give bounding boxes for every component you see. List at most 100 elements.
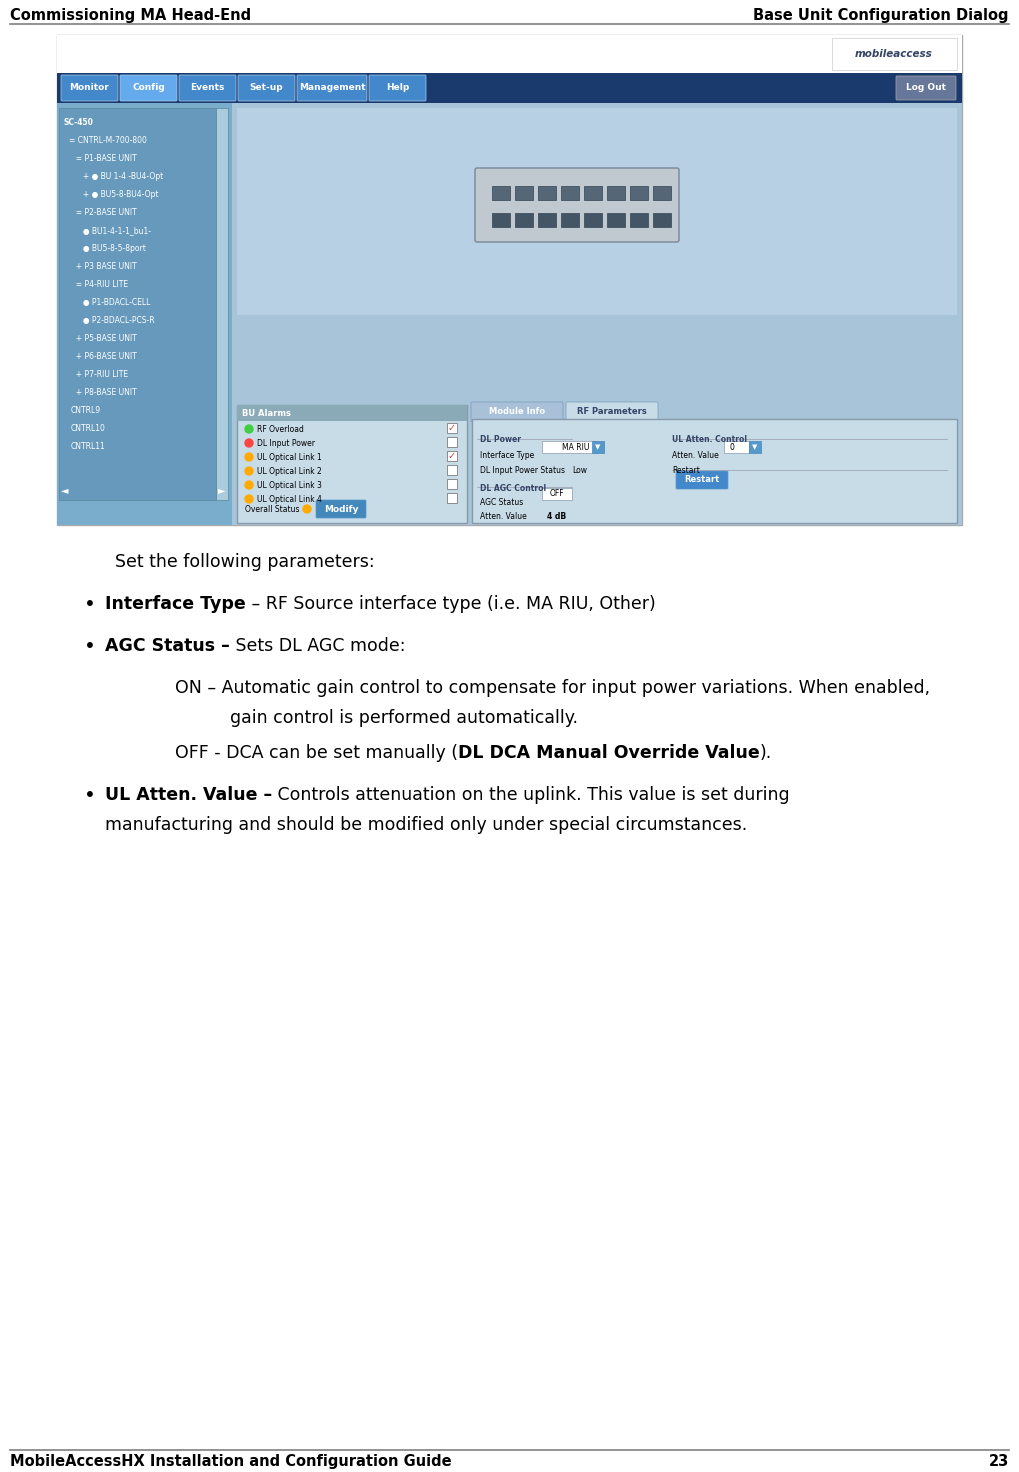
Bar [630, 185, 648, 200]
Text: Sets DL AGC mode:: Sets DL AGC mode: [229, 637, 406, 655]
Text: UL Optical Link 1: UL Optical Link 1 [257, 452, 322, 462]
Text: gain control is performed automatically.: gain control is performed automatically. [230, 710, 578, 727]
Bar [59, 107, 216, 500]
Text: + P8-BASE UNIT: + P8-BASE UNIT [71, 389, 137, 397]
FancyBboxPatch shape [566, 402, 658, 422]
Text: ✓: ✓ [448, 422, 457, 433]
Bar [607, 213, 625, 227]
Text: MA RIU: MA RIU [562, 443, 589, 452]
FancyBboxPatch shape [896, 77, 956, 100]
Text: 0: 0 [730, 443, 735, 452]
Text: CNTRL9: CNTRL9 [71, 406, 101, 415]
Text: UL Optical Link 3: UL Optical Link 3 [257, 480, 322, 490]
Text: = P1-BASE UNIT: = P1-BASE UNIT [71, 155, 137, 163]
Text: DL AGC Control: DL AGC Control [480, 484, 546, 493]
Bar [538, 185, 556, 200]
Text: ▼: ▼ [595, 445, 600, 450]
Bar [472, 420, 957, 523]
Bar [237, 405, 467, 523]
FancyBboxPatch shape [542, 442, 597, 453]
Text: OFF: OFF [549, 490, 565, 499]
FancyBboxPatch shape [120, 75, 177, 102]
Text: Modify: Modify [324, 505, 359, 514]
Text: Atten. Value: Atten. Value [480, 512, 527, 521]
Text: DL Power: DL Power [480, 436, 521, 445]
Text: •: • [84, 637, 96, 657]
Text: = CNTRL-M-700-800: = CNTRL-M-700-800 [69, 135, 147, 146]
Text: OFF - DCA can be set manually (: OFF - DCA can be set manually ( [175, 743, 458, 762]
Text: UL Atten. Control: UL Atten. Control [672, 436, 747, 445]
Bar [447, 437, 457, 447]
Text: RF Overload: RF Overload [257, 424, 304, 433]
Text: 4 dB: 4 dB [547, 512, 567, 521]
FancyBboxPatch shape [316, 500, 366, 518]
Bar [542, 489, 572, 500]
Text: UL Atten. Value –: UL Atten. Value – [105, 786, 272, 804]
Text: AGC Status –: AGC Status – [105, 637, 229, 655]
Text: •: • [84, 595, 96, 614]
Text: Set the following parameters:: Set the following parameters: [115, 553, 375, 571]
Bar [57, 35, 962, 526]
Bar [447, 465, 457, 475]
Text: Low: Low [572, 467, 587, 475]
Circle shape [245, 439, 253, 447]
Bar [237, 107, 957, 315]
Bar [561, 185, 579, 200]
Text: Atten. Value: Atten. Value [672, 450, 718, 459]
Text: RF Parameters: RF Parameters [577, 408, 647, 417]
Text: 23: 23 [988, 1454, 1009, 1469]
Text: DL Input Power: DL Input Power [257, 439, 315, 447]
Text: ✓: ✓ [448, 450, 457, 461]
Bar [447, 478, 457, 489]
Text: Config: Config [132, 84, 165, 93]
Text: UL Optical Link 2: UL Optical Link 2 [257, 467, 322, 475]
Text: •: • [84, 786, 96, 805]
Text: Events: Events [191, 84, 224, 93]
Bar [725, 442, 749, 453]
FancyBboxPatch shape [475, 168, 679, 241]
Text: AGC Status: AGC Status [480, 498, 523, 506]
Text: ● BU5-8-5-8port: ● BU5-8-5-8port [71, 244, 146, 253]
Bar [538, 213, 556, 227]
Bar [592, 442, 604, 453]
Text: CNTRL10: CNTRL10 [71, 424, 106, 433]
Text: manufacturing and should be modified only under special circumstances.: manufacturing and should be modified onl… [105, 815, 747, 835]
Text: mobileaccess: mobileaccess [855, 49, 932, 59]
Bar [447, 422, 457, 433]
Text: DL Input Power Status: DL Input Power Status [480, 467, 565, 475]
Text: Interface Type: Interface Type [480, 450, 534, 459]
Bar [561, 213, 579, 227]
Text: Module Info: Module Info [489, 408, 545, 417]
Text: + P5-BASE UNIT: + P5-BASE UNIT [71, 334, 137, 343]
Bar [653, 185, 671, 200]
FancyBboxPatch shape [179, 75, 236, 102]
Bar [749, 442, 761, 453]
Text: Restart: Restart [672, 467, 700, 475]
Bar [630, 213, 648, 227]
Text: ).: ). [760, 743, 772, 762]
Circle shape [245, 481, 253, 489]
Circle shape [303, 505, 311, 514]
Text: + ● BU5-8-BU4-Opt: + ● BU5-8-BU4-Opt [71, 190, 159, 199]
Bar [57, 35, 962, 74]
Text: – RF Source interface type (i.e. MA RIU, Other): – RF Source interface type (i.e. MA RIU,… [246, 595, 655, 612]
Circle shape [245, 453, 253, 461]
Text: Management: Management [299, 84, 366, 93]
Bar [584, 213, 602, 227]
Text: Monitor: Monitor [69, 84, 109, 93]
Text: DL DCA Manual Override Value: DL DCA Manual Override Value [458, 743, 760, 762]
Circle shape [245, 425, 253, 433]
Bar [515, 185, 533, 200]
Text: = P2-BASE UNIT: = P2-BASE UNIT [71, 208, 137, 216]
Bar [447, 493, 457, 503]
FancyBboxPatch shape [297, 75, 367, 102]
Text: MobileAccessHX Installation and Configuration Guide: MobileAccessHX Installation and Configur… [10, 1454, 451, 1469]
FancyBboxPatch shape [369, 75, 426, 102]
Text: UL Optical Link 4: UL Optical Link 4 [257, 495, 322, 503]
Text: ▼: ▼ [752, 445, 758, 450]
Text: + P7-RIU LITE: + P7-RIU LITE [71, 369, 128, 378]
Text: ● BU1-4-1-1_bu1-: ● BU1-4-1-1_bu1- [71, 227, 151, 236]
Text: ►: ► [218, 484, 226, 495]
Text: Restart: Restart [685, 475, 719, 484]
FancyBboxPatch shape [676, 471, 728, 489]
